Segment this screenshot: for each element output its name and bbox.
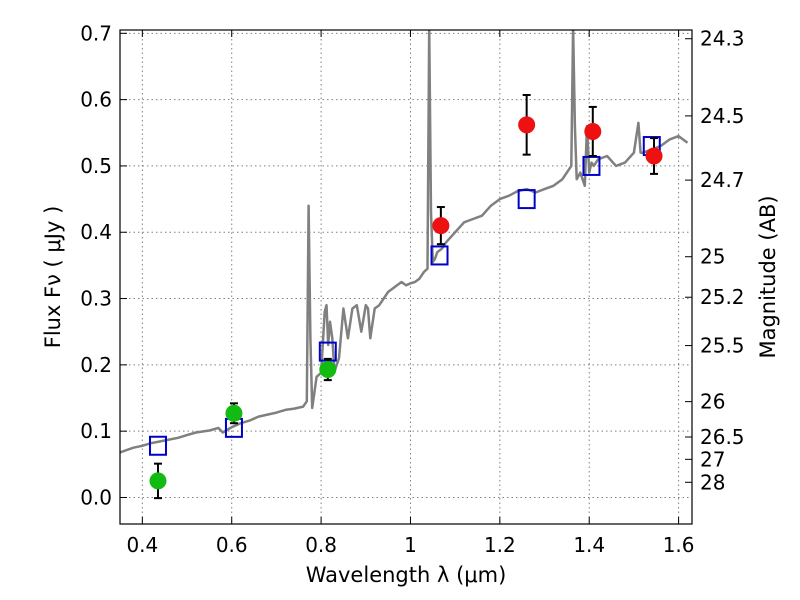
right-tick-label: 27: [700, 447, 725, 471]
y-tick-label: 0.5: [80, 154, 112, 178]
y-tick-label: 0.6: [80, 88, 112, 112]
x-tick-label: 1.6: [663, 533, 695, 557]
model-photometry-point: [517, 189, 536, 210]
observed-photometry-point: [518, 116, 536, 134]
observed-photometry-point: [645, 147, 663, 165]
plot-frame: [119, 29, 693, 525]
y-tick-label: 0.7: [80, 21, 112, 45]
right-tick-label: 24.3: [700, 27, 745, 51]
right-tick-label: 25.5: [700, 334, 745, 358]
observed-photometry-point: [149, 472, 167, 490]
y-tick-label: 0.3: [80, 287, 112, 311]
right-tick-label: 26: [700, 390, 725, 414]
y-tick-label: 0.4: [80, 220, 112, 244]
model-photometry-point: [430, 245, 449, 266]
x-tick-label: 1.2: [484, 533, 516, 557]
right-tick-label: 25.2: [700, 285, 745, 309]
x-tick-label: 0.6: [216, 533, 248, 557]
y-tick-label: 0.2: [80, 353, 112, 377]
tick-layer: 0.4 0.6 0.8 1 1.2 1.4 1.6 0.0 0.1 0.2 0.3 0.4 0.5 0.6…: [80, 21, 744, 557]
x-axis-title: Wavelength λ (μm): [306, 563, 507, 587]
right-axis-title: Magnitude (AB): [756, 195, 780, 358]
x-tick-label: 0.8: [305, 533, 337, 557]
observed-photometry-point: [225, 404, 243, 422]
right-tick-label: 26.5: [700, 425, 745, 449]
x-tick-label: 0.4: [126, 533, 158, 557]
right-tick-label: 25: [700, 245, 725, 269]
observed-photometry-point: [432, 217, 450, 235]
observed-photometry-point: [584, 122, 602, 140]
y-tick-label: 0.0: [80, 485, 112, 509]
model-photometry-point: [148, 435, 167, 456]
right-tick-label: 28: [700, 470, 725, 494]
x-tick-label: 1: [404, 533, 417, 557]
y-axis-title: Flux Fν ( μJy ): [41, 206, 65, 349]
right-tick-label: 24.7: [700, 168, 745, 192]
plot-layer: [120, 30, 689, 500]
grid-layer: [120, 30, 692, 524]
observed-photometry-point: [319, 361, 337, 379]
right-tick-label: 24.5: [700, 104, 745, 128]
x-tick-label: 1.4: [573, 533, 605, 557]
y-tick-label: 0.1: [80, 419, 112, 443]
